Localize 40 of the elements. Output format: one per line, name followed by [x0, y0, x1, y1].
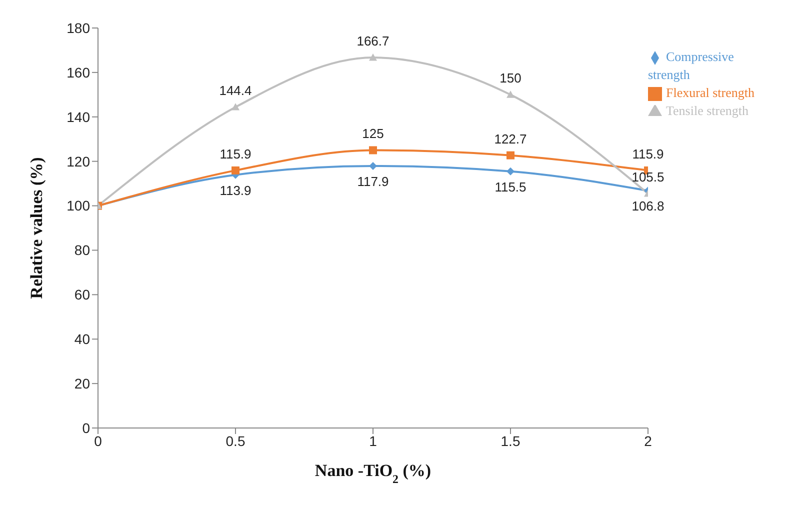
point — [232, 103, 240, 110]
x-tick-label: 1.5 — [500, 432, 520, 449]
y-tick-label: 160 — [66, 64, 90, 80]
point — [369, 54, 377, 61]
point — [506, 90, 514, 98]
y-tick-label: 80 — [74, 242, 90, 258]
data-label: 122.7 — [494, 131, 527, 146]
data-label: 115.9 — [632, 146, 664, 162]
y-tick-label: 120 — [66, 153, 90, 170]
x-axis-title: Nano -TiO$_{2}$ (%) — [314, 461, 432, 486]
legend-label: Compressive strength — [648, 49, 734, 82]
y-tick-label: 20 — [74, 376, 90, 392]
data-label: 105.5 — [632, 170, 664, 185]
data-label: 115.5 — [494, 179, 526, 194]
point — [506, 151, 514, 160]
data-label: 117.9 — [357, 174, 389, 189]
data-label: 125 — [362, 126, 384, 142]
x-tick-label: 2 — [644, 432, 652, 449]
data-label: 106.8 — [632, 198, 664, 214]
data-label: 150 — [500, 70, 522, 86]
y-tick-label: 0 — [82, 420, 90, 436]
y-tick-label: 140 — [66, 108, 90, 125]
data-label: 166.7 — [356, 34, 390, 49]
x-tick-label: 1 — [369, 432, 378, 449]
data-label: 115.9 — [220, 146, 252, 162]
y-tick-label: 60 — [74, 286, 90, 303]
point — [369, 146, 377, 154]
y-tick-label: 40 — [74, 331, 90, 348]
data-label: 144.4 — [219, 83, 252, 98]
x-tick-label: 0 — [94, 432, 102, 449]
y-axis-title: Relative values (%) — [27, 157, 46, 299]
y-tick-label: 180 — [66, 20, 90, 36]
y-tick-label: 100 — [66, 198, 90, 214]
legend-label: Tensile strength — [666, 103, 748, 118]
legend-label: Flexural strength — [666, 85, 754, 100]
data-label: 113.9 — [220, 182, 252, 198]
point — [506, 167, 514, 176]
x-tick-label: 0.5 — [226, 432, 246, 449]
point — [232, 166, 240, 174]
point — [369, 162, 377, 170]
